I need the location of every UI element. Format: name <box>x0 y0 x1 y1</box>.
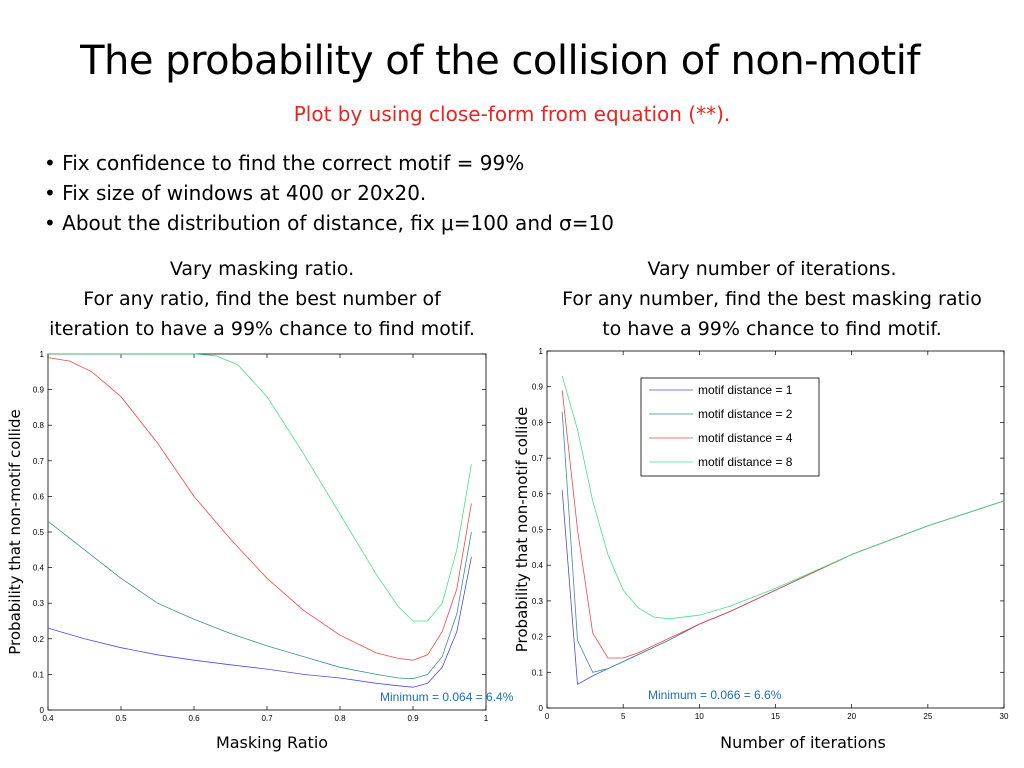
left-chart-caption: Vary masking ratio. For any ratio, find … <box>22 254 502 344</box>
y-tick-label: 1 <box>539 347 544 356</box>
x-tick-label: 0.4 <box>42 714 54 723</box>
bullet-mark: • <box>44 181 56 205</box>
series-line-2 <box>47 520 472 680</box>
x-tick-label: 0.9 <box>407 714 419 723</box>
x-axis-label: Masking Ratio <box>216 733 328 752</box>
series-line-4 <box>561 375 1005 620</box>
y-tick-label: 0.1 <box>33 670 45 679</box>
bullet-item: • About the distribution of distance, fi… <box>44 208 614 238</box>
bullet-item: • Fix confidence to find the correct mot… <box>44 148 614 178</box>
bullet-text: Fix size of windows at 400 or 20x20. <box>62 181 427 205</box>
x-tick-label: 10 <box>695 712 704 721</box>
legend-label: motif distance = 4 <box>698 431 793 445</box>
y-tick-label: 1 <box>40 350 45 359</box>
y-tick-label: 0.8 <box>33 421 45 430</box>
y-tick-label: 0.5 <box>33 528 45 537</box>
series-line-1 <box>47 556 472 688</box>
y-tick-label: 0.2 <box>33 635 45 644</box>
x-tick-label: 25 <box>923 712 932 721</box>
x-tick-label: 1 <box>484 714 489 723</box>
x-tick-label: 30 <box>1000 712 1009 721</box>
y-tick-label: 0.3 <box>532 597 544 606</box>
bullet-text: About the distribution of distance, fix … <box>62 211 614 235</box>
y-tick-label: 0.4 <box>532 561 544 570</box>
x-axis-label: Number of iterations <box>720 733 886 752</box>
caption-line: Vary masking ratio. <box>169 258 355 280</box>
minimum-annotation: Minimum = 0.064 = 6.4% <box>380 690 514 704</box>
y-tick-label: 0.7 <box>33 457 45 466</box>
y-tick-label: 0.9 <box>33 386 45 395</box>
y-tick-label: 0.2 <box>532 633 544 642</box>
slide-title: The probability of the collision of non-… <box>80 38 920 84</box>
x-tick-label: 0 <box>545 712 550 721</box>
y-tick-label: 0 <box>40 706 45 715</box>
caption-line: For any number, find the best masking ra… <box>562 288 982 310</box>
y-tick-label: 0.1 <box>532 668 544 677</box>
y-axis-label: Probability that non-motif collide <box>6 409 24 654</box>
legend-label: motif distance = 2 <box>698 407 793 421</box>
y-tick-label: 0.7 <box>532 454 544 463</box>
series-line-4 <box>48 353 472 622</box>
right-chart-caption: Vary number of iterations. For any numbe… <box>532 254 1012 344</box>
legend-label: motif distance = 1 <box>698 383 793 397</box>
series-line-3 <box>47 357 472 661</box>
bullet-text: Fix confidence to find the correct motif… <box>62 151 525 175</box>
x-tick-label: 5 <box>621 712 626 721</box>
y-tick-label: 0.6 <box>532 490 544 499</box>
x-tick-label: 20 <box>847 712 856 721</box>
x-tick-label: 0.8 <box>334 714 346 723</box>
y-axis-label: Probability that non-motif collide <box>513 407 531 652</box>
slide-subtitle: Plot by using close-form from equation (… <box>293 102 731 126</box>
caption-line: For any ratio, find the best number of <box>83 288 441 310</box>
legend-box <box>640 377 820 477</box>
y-tick-label: 0.8 <box>532 418 544 427</box>
y-tick-label: 0.9 <box>532 383 544 392</box>
x-tick-label: 0.6 <box>188 714 200 723</box>
legend-label: motif distance = 8 <box>698 455 793 469</box>
x-tick-label: 0.5 <box>115 714 127 723</box>
plot-area <box>47 353 487 711</box>
y-tick-label: 0.6 <box>33 492 45 501</box>
bullet-list: • Fix confidence to find the correct mot… <box>44 148 614 238</box>
minimum-annotation: Minimum = 0.066 = 6.6% <box>648 688 782 702</box>
y-tick-label: 0 <box>539 704 544 713</box>
y-tick-label: 0.4 <box>33 564 45 573</box>
caption-line: iteration to have a 99% chance to find m… <box>49 318 475 340</box>
y-tick-label: 0.3 <box>33 599 45 608</box>
x-tick-label: 0.7 <box>261 714 273 723</box>
bullet-mark: • <box>44 151 56 175</box>
caption-line: Vary number of iterations. <box>647 258 897 280</box>
x-tick-label: 15 <box>771 712 780 721</box>
bullet-mark: • <box>44 211 56 235</box>
bullet-item: • Fix size of windows at 400 or 20x20. <box>44 178 614 208</box>
caption-line: to have a 99% chance to find motif. <box>602 318 942 340</box>
y-tick-label: 0.5 <box>532 526 544 535</box>
